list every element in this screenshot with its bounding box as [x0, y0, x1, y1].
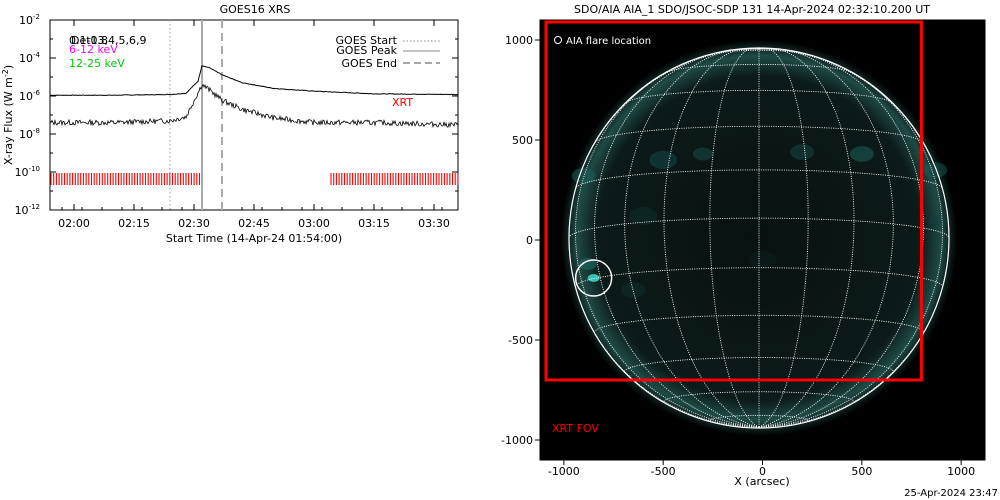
aia-ytick-label: 500: [512, 134, 533, 147]
heliographic-grid: [569, 48, 949, 428]
goes-ytick-exp: -4: [33, 51, 41, 59]
goes-xtick-label: 02:15: [118, 217, 150, 230]
goes-ytick-exp: -10: [29, 165, 40, 173]
grid-parallel: [624, 89, 894, 105]
aia-title: SDO/AIA AIA_1 SDO/JSOC-SDP 131 14-Apr-20…: [574, 3, 930, 16]
grid-parallel: [569, 217, 949, 239]
xrt-label: XRT: [392, 96, 413, 109]
goes-event-lines: [169, 20, 223, 210]
xrt-fov-label: XRT FOV: [552, 422, 599, 435]
flare-location-marker: [574, 259, 613, 297]
aia-axes: -1000 -500 0 500 1000 1000 500 0 -500 -1000: [501, 19, 986, 478]
grid-meridian: [575, 48, 760, 428]
aia-panel: SDO/AIA AIA_1 SDO/JSOC-SDP 131 14-Apr-20…: [501, 3, 986, 488]
goes-xlabel: Start Time (14-Apr-24 01:54:00): [166, 232, 342, 245]
goes-ytick-label: 10-2: [19, 13, 40, 27]
aia-ytick-label: 0: [526, 234, 533, 247]
grid-parallel: [575, 267, 943, 287]
goes-long-channel-curve: [50, 65, 459, 97]
aia-ytick-label: 1000: [505, 34, 533, 47]
goes-xtick-label: 02:30: [178, 217, 210, 230]
band-12-25-label: 12-25 keV: [69, 57, 125, 70]
xrt-coverage-bars: [50, 173, 459, 185]
goes-ytick-exp: -6: [33, 89, 41, 97]
goes-panel: GOES16 XRS 10-2 10-4 10-6 10-8 10-10 10-12 02:…: [1, 3, 459, 245]
goes-curves: [49, 65, 459, 129]
channel-label-overlap: 0.1-0.8: [69, 34, 108, 47]
band-6-12-label: 6-12 keV: [69, 43, 118, 56]
goes-ylabel: X-ray Flux (W m-2): [1, 65, 15, 165]
grid-meridian: [758, 48, 855, 428]
aia-bright-region: [649, 150, 678, 170]
aia-bright-region: [929, 214, 946, 226]
goes-short-channel-curve: [49, 83, 459, 129]
goes-ytick-exp: -12: [29, 203, 40, 211]
goes-ytick-exp: -8: [33, 127, 40, 135]
aia-bright-region: [849, 146, 874, 162]
grid-parallel: [663, 63, 855, 75]
flare-legend-symbol: [554, 36, 562, 44]
footer-timestamp: 25-Apr-2024 23:47: [904, 488, 998, 499]
legend-goes-end: GOES End: [341, 57, 397, 70]
aia-bright-region: [692, 147, 713, 161]
aia-bright-region: [578, 258, 597, 270]
goes-ytick-label: 10-10: [15, 165, 40, 179]
goes-title: GOES16 XRS: [220, 3, 291, 16]
channel-label-main: Det13,4,5,6,9: [71, 34, 147, 47]
xrt-fov-box: [544, 20, 923, 382]
aia-bright-region: [748, 250, 777, 270]
goes-xtick-label: 02:45: [238, 217, 270, 230]
goes-ytick-label: 10-8: [19, 127, 40, 141]
grid-parallel: [709, 414, 809, 421]
goes-xtick-label: 03:00: [298, 217, 330, 230]
aia-xtick-label: 0: [759, 465, 766, 478]
aia-ytick-label: -1000: [501, 434, 533, 447]
grid-parallel: [575, 169, 943, 190]
solar-limb: [568, 47, 950, 429]
goes-ytick-label: 10-6: [19, 89, 41, 103]
grid-parallel: [663, 391, 855, 402]
aia-bright-region: [621, 282, 646, 298]
aia-xlabel: X (arcsec): [734, 475, 789, 488]
goes-legend: GOES Start GOES Peak GOES End: [336, 34, 440, 70]
aia-bright-region: [587, 274, 600, 282]
grid-parallel: [624, 357, 894, 372]
legend-goes-peak: GOES Peak: [336, 44, 397, 57]
aia-xtick-label: 500: [851, 465, 872, 478]
goes-ytick-exp: -2: [33, 13, 40, 21]
goes-xtick-label: 03:15: [358, 217, 390, 230]
aia-xtick-label: -500: [651, 465, 676, 478]
aia-bright-region: [790, 144, 815, 160]
aia-xtick-label: -1000: [548, 465, 580, 478]
goes-xtick-label: 02:00: [58, 217, 90, 230]
legend-goes-start: GOES Start: [336, 34, 398, 47]
aia-bright-region: [923, 162, 948, 178]
aia-bright-region: [629, 206, 658, 226]
aia-ytick-label: -500: [508, 334, 533, 347]
flare-legend-label: AIA flare location: [566, 36, 651, 47]
goes-xtick-label: 03:30: [418, 217, 450, 230]
grid-meridian: [758, 48, 924, 428]
goes-ytick-label: 10-4: [19, 51, 41, 65]
goes-ytick-label: 10-12: [15, 203, 40, 217]
aia-xtick-label: 1000: [947, 465, 975, 478]
